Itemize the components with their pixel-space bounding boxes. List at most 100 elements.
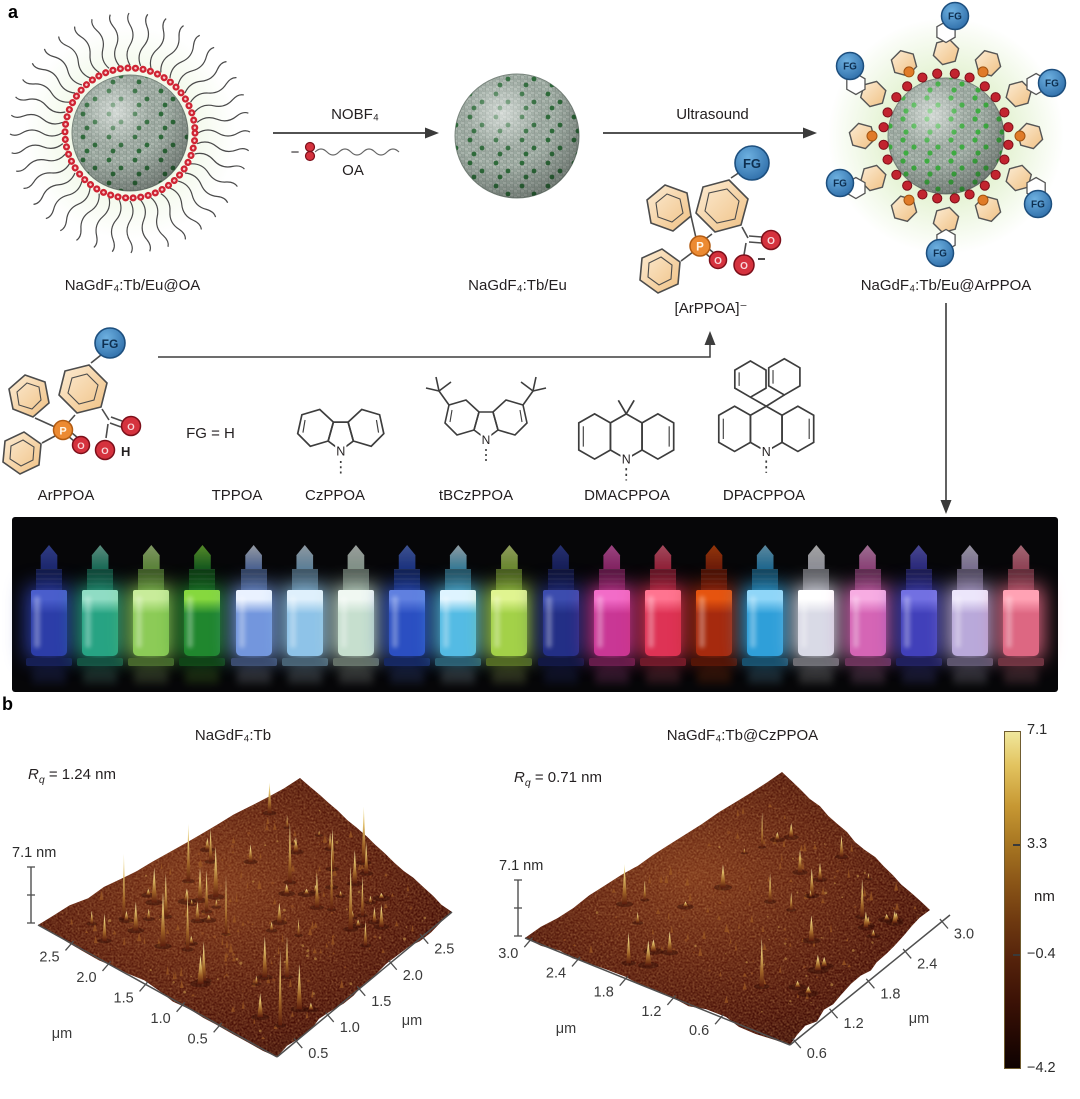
vial-liquid <box>849 590 886 656</box>
vial-collar <box>1007 569 1034 590</box>
vial-liquid <box>644 590 681 656</box>
vial-7 <box>332 534 379 684</box>
oleate-molecule: − <box>291 141 400 162</box>
colorbar-tick-1: 7.1 <box>1027 722 1048 738</box>
structure-name-tppoa: TPPOA <box>211 487 263 504</box>
vial-reflection <box>543 669 578 684</box>
fg-badges-ring: FG FG FG FG FG FG <box>825 1 1067 268</box>
vial-cap <box>1012 545 1030 569</box>
n-atom: N <box>336 445 345 459</box>
vial-reflection <box>594 669 629 684</box>
dpacppoa-structure: N <box>717 357 815 473</box>
bare-nanoparticle-illustration <box>454 73 580 199</box>
vial-reflection <box>748 669 783 684</box>
vial-base <box>486 658 533 666</box>
vial-base <box>639 658 686 666</box>
vial-16 <box>793 534 840 684</box>
afm2-left-axis-tick: 1.2 <box>641 1004 661 1020</box>
vial-reflection <box>799 669 834 684</box>
colorbar-tick-4: −4.2 <box>1027 1060 1056 1076</box>
afm1-left-axis-tick: 2.0 <box>76 970 96 986</box>
vial-8 <box>384 534 431 684</box>
vial-liquid <box>747 590 784 656</box>
afm2-left-axis-tick: 1.8 <box>594 985 614 1001</box>
afm2-surface <box>525 772 930 1045</box>
afm1-right-axis-tick: 1.0 <box>340 1020 360 1036</box>
structure-name-arppoa: ArPPOA <box>37 487 95 504</box>
fg-badge-anion: FG <box>743 156 761 171</box>
vial-cap <box>961 545 979 569</box>
colorbar-tick-3: −0.4 <box>1027 946 1056 963</box>
vial-reflection <box>338 669 373 684</box>
vial-liquid <box>82 590 119 656</box>
vial-liquid <box>798 590 835 656</box>
vial-collar <box>905 569 932 590</box>
colorbar-tick-2: 3.3 <box>1027 835 1048 852</box>
vial-cap <box>40 545 58 569</box>
vial-collar <box>649 569 676 590</box>
vial-cap <box>501 545 518 569</box>
vial-20 <box>997 534 1044 684</box>
reaction-arrow-2 <box>603 127 817 139</box>
afm2-left-axis-tick: 3.0 <box>498 946 518 962</box>
vial-reflection <box>287 669 322 684</box>
afm-plot-left: 2.5 2.0 1.5 1.0 0.5 μm 0.5 1.0 1.5 2.0 2.5 μm 7.1 nm <box>12 778 454 1062</box>
vial-liquid <box>184 590 221 656</box>
vial-liquid <box>337 590 374 656</box>
vial-collar <box>956 569 983 590</box>
n-atom: N <box>482 433 491 447</box>
vial-collar <box>445 569 472 590</box>
fg-badge: FG <box>1045 79 1059 90</box>
czppoa-structure: N <box>296 408 385 475</box>
vial-liquid <box>31 590 67 656</box>
vial-liquid <box>389 590 426 656</box>
vial-base <box>435 658 482 666</box>
afm2-left-axis-tick: 0.6 <box>689 1023 709 1039</box>
vial-liquid <box>133 590 170 656</box>
fg-equals-h: FG = H <box>186 425 235 442</box>
vial-reflection <box>134 669 169 684</box>
vial-liquid <box>593 590 630 656</box>
vial-base <box>946 658 993 666</box>
vial-reflection <box>32 669 66 684</box>
afm-plot-right: 3.0 2.4 1.8 1.2 0.6 μm 0.6 1.2 1.8 2.4 3.0 μm 7.1 nm <box>498 772 974 1062</box>
p-atom-acid: P <box>59 426 66 438</box>
vial-13 <box>639 534 686 684</box>
vial-collar <box>87 569 114 590</box>
vial-17 <box>844 534 891 684</box>
oa-minus-sign: − <box>291 144 300 161</box>
structures-connector-arrow <box>158 331 716 358</box>
byproduct-oa: OA <box>342 162 364 179</box>
vial-6 <box>281 534 328 684</box>
vial-reflection <box>697 669 732 684</box>
vial-liquid <box>900 590 937 656</box>
vial-liquid <box>951 590 988 656</box>
vial-cap <box>245 545 262 569</box>
afm1-left-axis-tick: 1.5 <box>114 990 134 1006</box>
vial-liquid <box>491 590 528 656</box>
vial-cap <box>194 545 211 569</box>
afm1-left-axis-unit: μm <box>52 1026 72 1042</box>
afm-right-title: NaGdF₄:Tb@CzPPOA <box>666 727 819 744</box>
vial-collar <box>803 569 830 590</box>
vial-liquid <box>1002 590 1039 656</box>
afm1-left-axis-tick: 2.5 <box>39 950 59 966</box>
vial-collar <box>496 569 523 590</box>
vial-base <box>26 658 72 666</box>
rq-left: Rq = 1.24 nm <box>28 766 116 786</box>
vial-reflection <box>185 669 220 684</box>
vial-collar <box>342 569 369 590</box>
vial-reflection <box>390 669 425 684</box>
afm1-right-axis-tick: 2.0 <box>403 968 423 984</box>
vial-collar <box>36 569 62 590</box>
panel-b-label: b <box>2 694 13 714</box>
afm1-left-axis-tick: 1.0 <box>151 1011 171 1027</box>
vial-collar <box>138 569 165 590</box>
afm1-left-axis-tick: 0.5 <box>188 1031 208 1047</box>
vial-cap <box>347 545 365 569</box>
vial-base <box>77 658 124 666</box>
vial-collar <box>291 569 318 590</box>
structure-name-tbczppoa: tBCzPPOA <box>438 487 514 504</box>
structure-name-czppoa: CzPPOA <box>304 487 365 504</box>
vial-2 <box>77 534 124 684</box>
